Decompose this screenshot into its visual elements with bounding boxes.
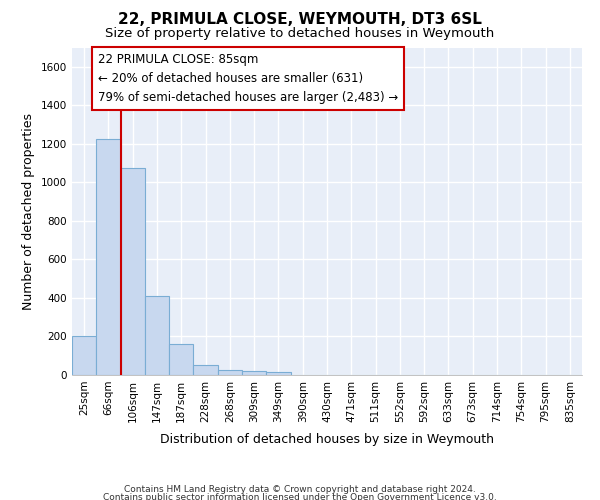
Text: 22 PRIMULA CLOSE: 85sqm
← 20% of detached houses are smaller (631)
79% of semi-d: 22 PRIMULA CLOSE: 85sqm ← 20% of detache… — [98, 53, 398, 104]
Text: Contains HM Land Registry data © Crown copyright and database right 2024.: Contains HM Land Registry data © Crown c… — [124, 485, 476, 494]
Bar — [242, 371, 266, 375]
X-axis label: Distribution of detached houses by size in Weymouth: Distribution of detached houses by size … — [160, 433, 494, 446]
Bar — [72, 336, 96, 375]
Y-axis label: Number of detached properties: Number of detached properties — [22, 113, 35, 310]
Bar — [218, 370, 242, 375]
Bar — [169, 344, 193, 375]
Bar — [145, 296, 169, 375]
Text: 22, PRIMULA CLOSE, WEYMOUTH, DT3 6SL: 22, PRIMULA CLOSE, WEYMOUTH, DT3 6SL — [118, 12, 482, 28]
Bar — [96, 139, 121, 375]
Text: Contains public sector information licensed under the Open Government Licence v3: Contains public sector information licen… — [103, 492, 497, 500]
Text: Size of property relative to detached houses in Weymouth: Size of property relative to detached ho… — [106, 28, 494, 40]
Bar — [193, 366, 218, 375]
Bar — [121, 168, 145, 375]
Bar — [266, 372, 290, 375]
